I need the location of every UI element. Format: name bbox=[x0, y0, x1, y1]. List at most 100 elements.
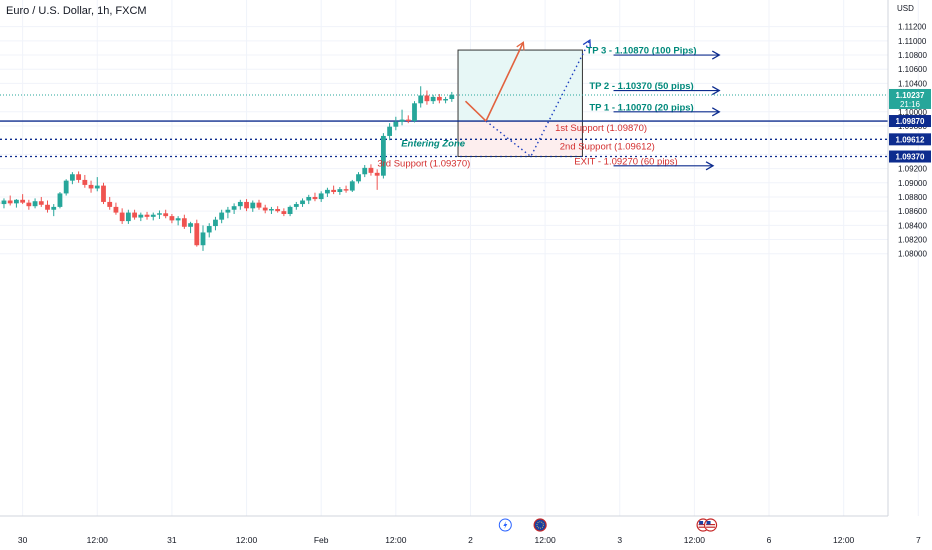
candle-body bbox=[312, 196, 318, 200]
flash-event-icon[interactable] bbox=[498, 518, 512, 532]
annotation-label: 3rd Support (1.09370) bbox=[377, 158, 470, 169]
x-tick-label: 6 bbox=[767, 535, 772, 545]
candle-body bbox=[287, 206, 293, 214]
candle-body bbox=[231, 206, 237, 210]
candle-body bbox=[88, 184, 94, 189]
candle bbox=[169, 213, 175, 224]
candle-body bbox=[244, 201, 249, 209]
candle bbox=[38, 196, 44, 207]
x-tick-label: Feb bbox=[314, 535, 329, 545]
flag-canton bbox=[699, 521, 704, 525]
candle bbox=[175, 216, 181, 226]
candlesticks bbox=[0, 86, 455, 251]
badge-bg bbox=[889, 133, 931, 146]
candle bbox=[244, 199, 249, 212]
candle bbox=[7, 195, 13, 206]
badge-bg bbox=[889, 115, 931, 128]
candle bbox=[449, 91, 455, 102]
candle bbox=[45, 200, 50, 213]
candle-body bbox=[449, 94, 455, 100]
flag-stripe bbox=[698, 524, 708, 526]
candle bbox=[337, 187, 343, 195]
candle bbox=[206, 223, 212, 238]
annotation-label: EXIT - 1.09270 (60 pips) bbox=[574, 156, 677, 167]
candle-body bbox=[219, 212, 225, 220]
y-tick-label: 1.10400 bbox=[898, 79, 927, 88]
candle bbox=[300, 198, 305, 207]
candle-body bbox=[325, 189, 330, 194]
candle bbox=[374, 169, 380, 190]
candle bbox=[293, 201, 299, 210]
x-tick-label: 2 bbox=[468, 535, 473, 545]
y-tick-label: 1.09000 bbox=[898, 179, 927, 188]
annotation-label: TP 1 - 1.10070 (20 pips) bbox=[589, 102, 693, 113]
candle bbox=[430, 94, 436, 104]
badge-text: 1.09370 bbox=[896, 153, 925, 162]
candle-body bbox=[157, 213, 162, 215]
candle bbox=[125, 209, 131, 224]
x-tick-label: 3 bbox=[617, 535, 622, 545]
candle bbox=[163, 209, 169, 219]
candle-body bbox=[150, 214, 156, 217]
candle-body bbox=[76, 174, 82, 180]
horizontal-levels[interactable] bbox=[0, 94, 888, 158]
y-tick-label: 1.10800 bbox=[898, 51, 927, 60]
candle-body bbox=[318, 193, 324, 200]
candle-body bbox=[430, 96, 436, 102]
candle bbox=[325, 187, 330, 197]
candle-body bbox=[125, 212, 131, 222]
candle bbox=[51, 204, 57, 217]
us-flag-event-icon[interactable] bbox=[703, 518, 718, 532]
grid-layer bbox=[0, 0, 919, 516]
y-axis-unit: USD bbox=[897, 4, 914, 13]
y-tick-label: 1.08400 bbox=[898, 221, 927, 230]
y-tick-label: 1.09200 bbox=[898, 165, 927, 174]
candle bbox=[82, 174, 88, 188]
candle bbox=[181, 214, 187, 229]
candle-body bbox=[293, 204, 299, 207]
x-tick-label: 12:00 bbox=[236, 535, 258, 545]
candle bbox=[76, 171, 82, 183]
candle-body bbox=[412, 103, 417, 122]
candle-body bbox=[132, 212, 137, 218]
candle bbox=[200, 225, 206, 251]
candle bbox=[69, 172, 75, 185]
y-tick-label: 1.08800 bbox=[898, 193, 927, 202]
event-markers[interactable] bbox=[498, 518, 718, 532]
candle bbox=[262, 204, 268, 214]
candle-body bbox=[418, 95, 424, 104]
candle-body bbox=[368, 167, 374, 173]
candle bbox=[57, 191, 63, 209]
candle bbox=[399, 109, 405, 126]
candle bbox=[213, 216, 218, 231]
candle bbox=[63, 179, 69, 196]
projection-path-dotted bbox=[485, 38, 591, 158]
candle-body bbox=[1, 200, 7, 205]
candle bbox=[250, 200, 256, 212]
candle bbox=[331, 185, 337, 195]
candle-body bbox=[424, 95, 430, 102]
eu-flag-event-icon[interactable] bbox=[533, 518, 547, 532]
candle bbox=[312, 192, 318, 202]
candle bbox=[150, 212, 156, 221]
candle-body bbox=[119, 212, 125, 222]
candle bbox=[275, 206, 281, 213]
candle-body bbox=[374, 172, 380, 176]
flag-stripe bbox=[706, 526, 716, 528]
y-tick-label: 1.08200 bbox=[898, 236, 927, 245]
y-tick-label: 1.08600 bbox=[898, 207, 927, 216]
x-tick-label: 12:00 bbox=[833, 535, 855, 545]
candle-body bbox=[138, 214, 144, 218]
candle bbox=[231, 203, 237, 214]
annotation-label: Entering Zone bbox=[401, 139, 466, 150]
x-tick-label: 7 bbox=[916, 535, 921, 545]
projection-paths bbox=[464, 38, 591, 158]
x-tick-label: 12:00 bbox=[534, 535, 556, 545]
candle-body bbox=[343, 189, 349, 191]
x-tick-label: 30 bbox=[18, 535, 28, 545]
badge-bg bbox=[889, 150, 931, 163]
candle-body bbox=[213, 219, 218, 227]
